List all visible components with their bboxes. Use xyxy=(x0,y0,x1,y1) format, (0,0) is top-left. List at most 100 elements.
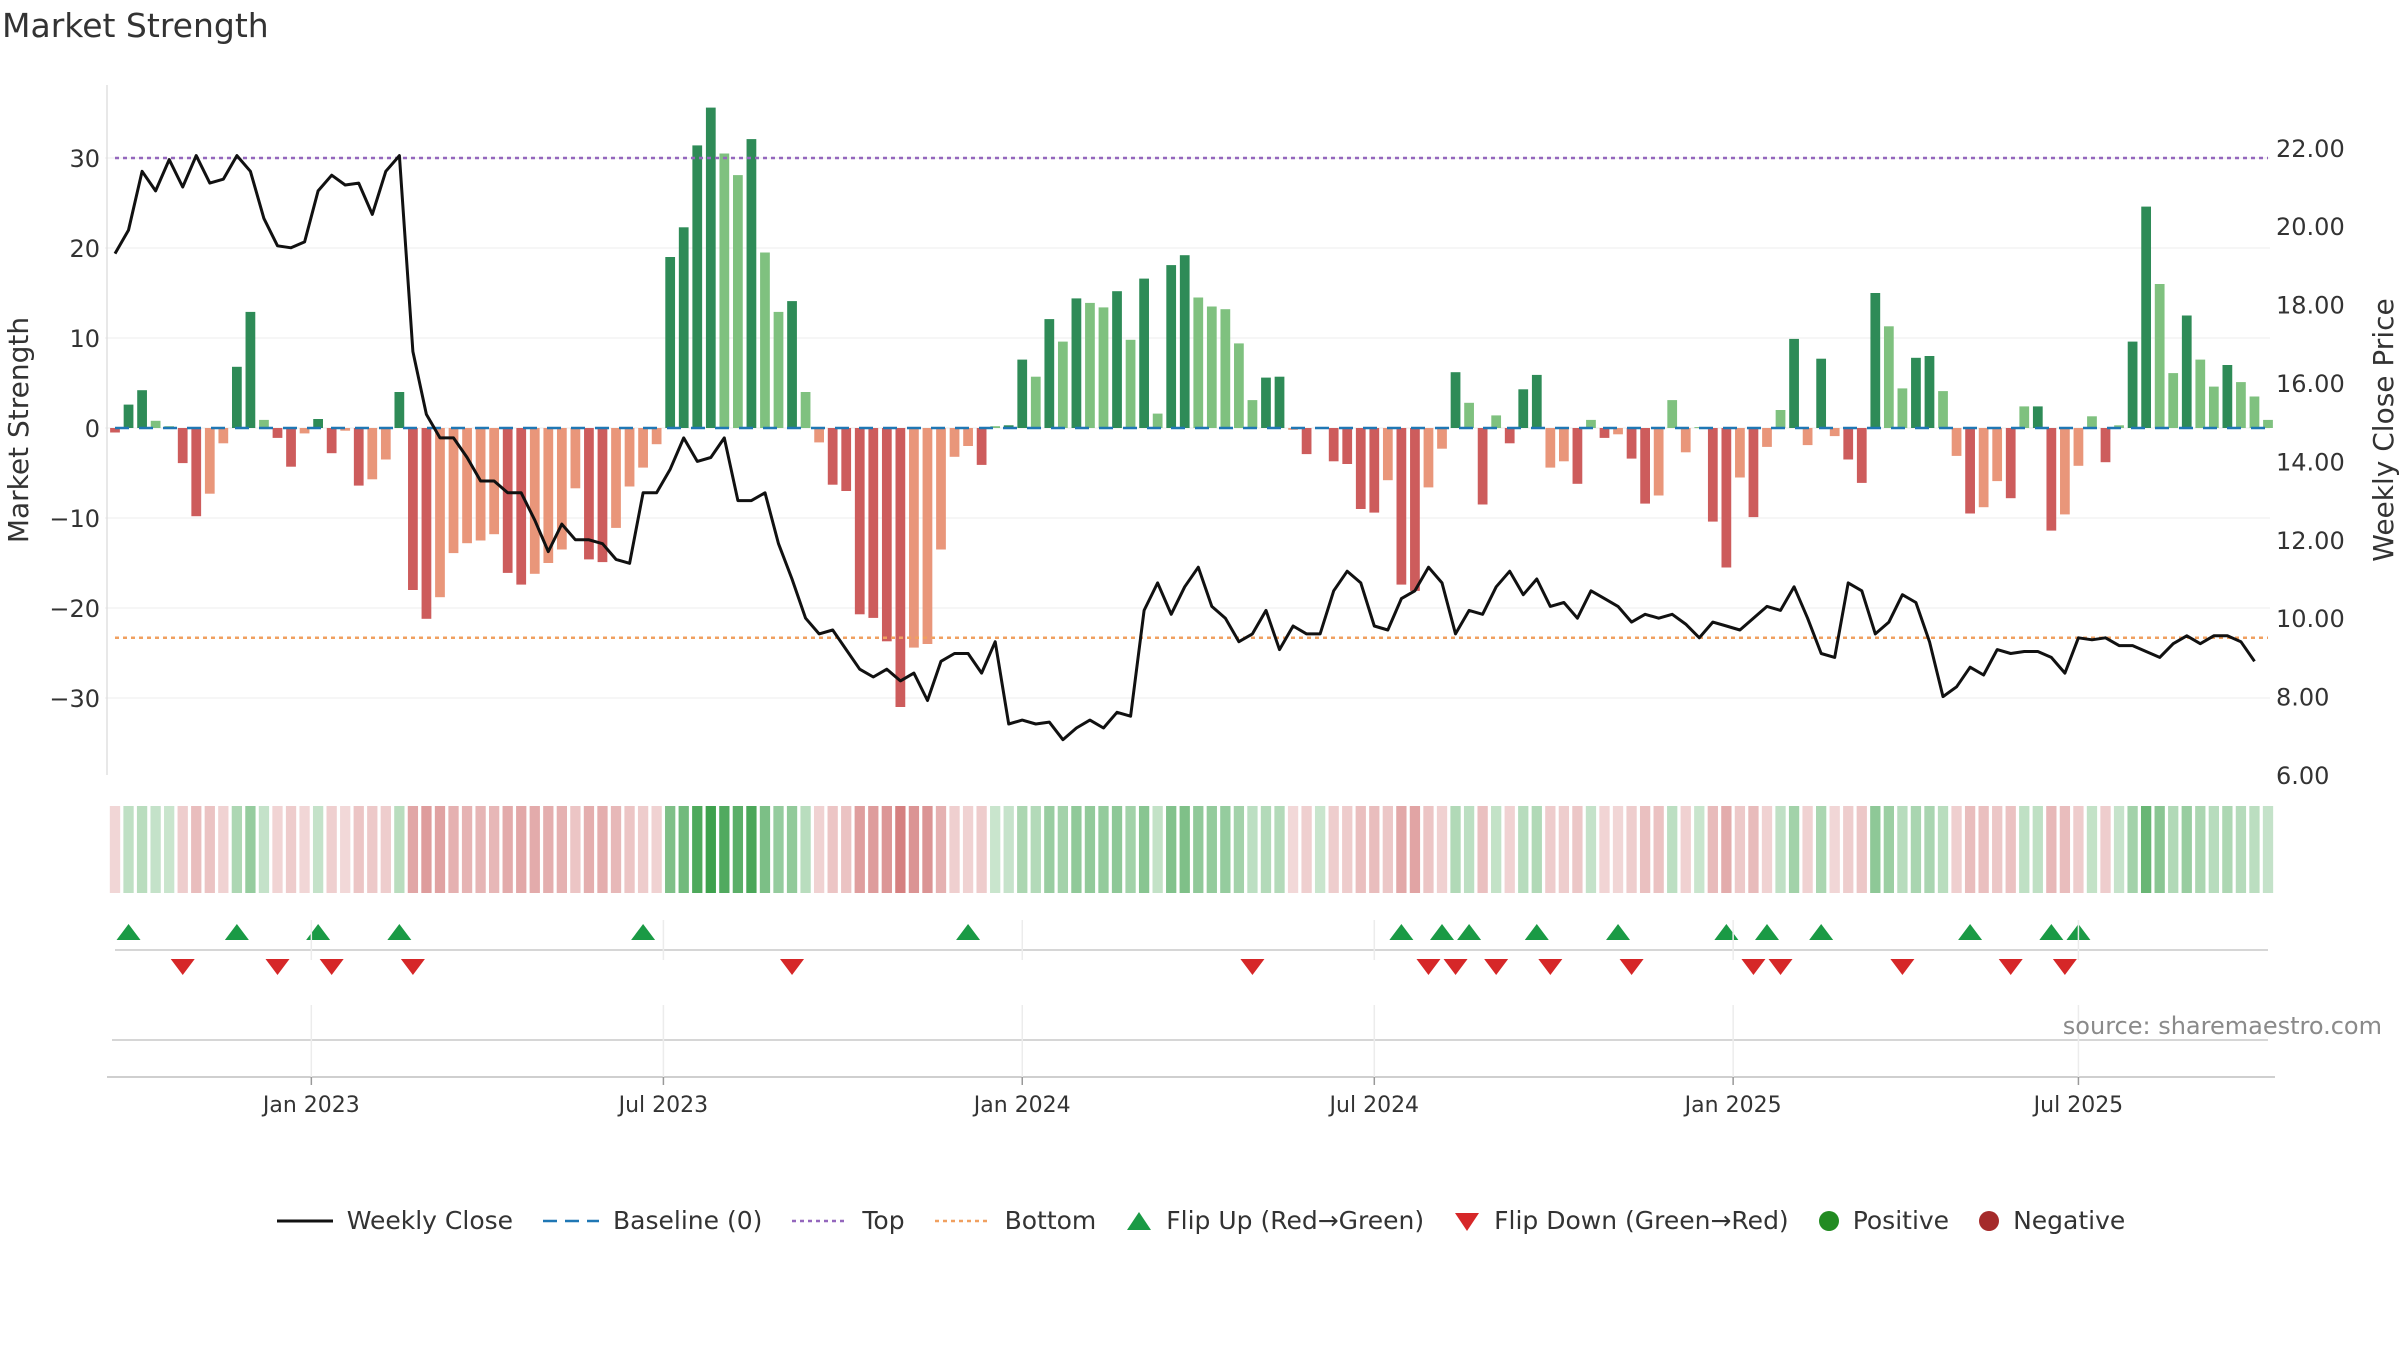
strength-bar xyxy=(1098,307,1109,428)
heat-cell xyxy=(516,806,527,893)
heat-cell xyxy=(2019,806,2030,893)
strength-bar xyxy=(367,428,378,480)
flip-up-marker xyxy=(116,924,141,940)
flip-down-marker xyxy=(319,959,344,975)
heat-cell xyxy=(637,806,649,893)
strength-bar xyxy=(976,428,987,465)
heat-cell xyxy=(570,806,581,893)
heat-cell xyxy=(1247,806,1258,893)
strength-bar xyxy=(597,428,608,563)
heat-cell xyxy=(556,806,567,893)
strength-bar xyxy=(1410,428,1420,591)
strength-bar xyxy=(1003,425,1014,428)
heat-cell xyxy=(1531,806,1542,893)
flip-up-marker xyxy=(387,924,412,940)
strength-bar xyxy=(1707,428,1718,522)
heat-cell xyxy=(2195,806,2206,893)
strength-bar xyxy=(1206,306,1217,428)
heat-cell xyxy=(1003,806,1014,893)
flip-up-marker xyxy=(1809,924,1834,940)
heat-cell xyxy=(624,806,635,893)
legend-bottom-label: Bottom xyxy=(1004,1206,1097,1235)
strength-bar xyxy=(1992,428,2003,482)
heat-cell xyxy=(1585,806,1597,893)
heat-cell xyxy=(1978,806,1989,893)
heat-cell xyxy=(759,806,771,893)
strength-bar xyxy=(1396,428,1407,585)
heat-cell xyxy=(1084,806,1096,893)
heat-cell xyxy=(1639,806,1651,893)
heat-cell xyxy=(434,806,446,893)
heat-cell xyxy=(326,806,337,893)
x-tick-label: Jul 2025 xyxy=(2032,1093,2124,1118)
strength-bar xyxy=(1558,428,1569,462)
heat-cell xyxy=(1111,806,1123,893)
strength-bar xyxy=(719,153,730,428)
heat-cell xyxy=(1328,806,1339,893)
legend-top-label: Top xyxy=(862,1206,905,1235)
heat-cell xyxy=(1396,806,1407,893)
flip-up-marker xyxy=(1958,924,1983,940)
heat-cell xyxy=(502,806,513,893)
strength-bar xyxy=(1951,428,1962,456)
strength-bar xyxy=(1816,358,1827,428)
heat-cell xyxy=(2181,806,2192,893)
heat-cell xyxy=(231,806,243,893)
strength-bar xyxy=(800,392,811,428)
heat-cell xyxy=(1734,806,1746,893)
strength-bar xyxy=(584,428,594,560)
heat-cell xyxy=(665,806,676,893)
heat-cell xyxy=(1409,806,1421,893)
heat-cell xyxy=(380,806,391,893)
strength-bar xyxy=(1179,255,1190,428)
heat-cell xyxy=(529,806,540,893)
heat-cell xyxy=(2046,806,2057,893)
heat-cell xyxy=(1233,806,1245,893)
strength-bar xyxy=(137,390,147,428)
flip-up-marker xyxy=(2039,924,2064,940)
legend-weekly-close-label: Weekly Close xyxy=(346,1206,514,1235)
strength-bar xyxy=(1626,428,1637,459)
strength-bar xyxy=(516,428,527,585)
strength-bar xyxy=(1667,400,1678,428)
strength-bar xyxy=(299,428,310,434)
heat-cell xyxy=(1098,806,1109,893)
strength-bar xyxy=(1924,356,1935,428)
heat-cell xyxy=(1125,806,1136,893)
heat-cell xyxy=(1138,806,1150,893)
heat-cell xyxy=(1748,806,1759,893)
strength-bar xyxy=(543,428,554,563)
flip-up-marker xyxy=(1606,924,1631,940)
legend-flip-down: Flip Down (Green→Red) xyxy=(1452,1206,1789,1235)
strength-bar xyxy=(1572,428,1583,484)
strength-bar xyxy=(2222,365,2233,428)
strength-bar xyxy=(895,428,906,707)
heat-cell xyxy=(2113,806,2125,893)
flip-down-icon xyxy=(1455,1212,1480,1231)
heat-cell xyxy=(827,806,838,893)
heat-cell xyxy=(1775,806,1786,893)
heat-cell xyxy=(2005,806,2016,893)
strength-bar xyxy=(868,428,879,618)
flip-down-marker xyxy=(2052,959,2077,975)
heat-cell xyxy=(1829,806,1840,893)
flip-down-marker xyxy=(1484,959,1509,975)
legend-bottom: Bottom xyxy=(933,1206,1097,1235)
heat-cell xyxy=(353,806,364,893)
flip-down-marker xyxy=(1416,959,1441,975)
strength-bar xyxy=(909,428,919,648)
strength-bar xyxy=(435,428,445,598)
strength-bar xyxy=(245,311,256,428)
heat-cell xyxy=(1937,806,1949,893)
x-tick-label: Jul 2023 xyxy=(617,1093,709,1118)
heat-cell xyxy=(2100,806,2111,893)
heat-cell xyxy=(1287,806,1299,893)
heat-cell xyxy=(109,806,121,893)
y2-tick-label: 14.00 xyxy=(2276,448,2345,476)
legend-baseline-label: Baseline (0) xyxy=(613,1206,763,1235)
strength-bar xyxy=(692,145,703,428)
strength-bar xyxy=(787,301,797,428)
strength-bar xyxy=(2236,382,2246,428)
heat-cell xyxy=(488,806,500,893)
heat-cell xyxy=(448,806,459,893)
